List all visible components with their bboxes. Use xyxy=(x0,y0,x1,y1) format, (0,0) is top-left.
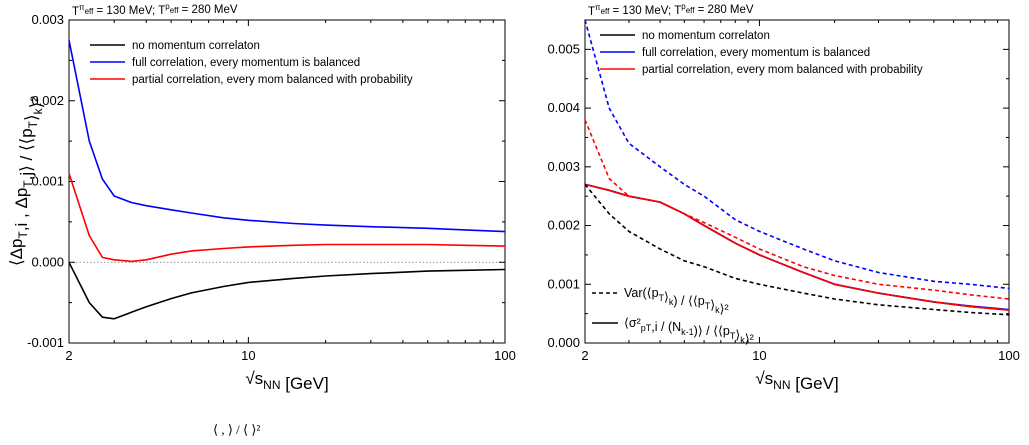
y-tick-label: 0.001 xyxy=(31,174,64,189)
x-tick-label: 2 xyxy=(65,348,72,363)
right-header-text: Tπeff = 130 MeV; Tpeff = 280 MeV xyxy=(588,2,754,18)
series-line-2 xyxy=(68,173,506,263)
series-line-4 xyxy=(584,19,1010,290)
right-axis-ticks: 2 10 100 0.000 0.001 0.002 0.003 0.004 0.005 xyxy=(547,20,1020,363)
legend-label-0: no momentum correlaton xyxy=(132,40,260,52)
y-tick-label: 0.003 xyxy=(31,12,64,27)
right-line-style-legend: Var(⟨pT⟩k) / ⟨⟨pT⟩k⟩²⟨σ²pT,i / (Nk-1)⟩ /… xyxy=(592,286,754,346)
legend-label-1: full correlation, every momentum is bala… xyxy=(132,57,360,69)
right-plot-frame xyxy=(584,19,1010,344)
right-series-lines xyxy=(584,19,1010,316)
style-legend-label-solid: ⟨σ²pT,i / (Nk-1)⟩ / ⟨⟨pT⟩k⟩² xyxy=(624,316,754,346)
series-line-0 xyxy=(68,261,506,320)
y-tick-label: 0.002 xyxy=(547,218,580,233)
left-axis-ticks: 2 10 100 -0.001 0.000 0.001 0.002 0.003 xyxy=(27,12,516,363)
legend-label-2: partial correlation, every mom balanced … xyxy=(642,64,923,76)
series-line-1 xyxy=(68,40,506,233)
legend-label-2: partial correlation, every mom balanced … xyxy=(132,74,413,86)
left-legend: no momentum correlaton full correlation, … xyxy=(90,40,413,86)
left-series-lines xyxy=(68,40,506,320)
legend-label-0: no momentum correlaton xyxy=(642,30,770,42)
caption-fragment: ⟨ , ⟩ / ⟨ ⟩² xyxy=(213,422,260,437)
y-tick-label: 0.000 xyxy=(547,335,580,350)
x-tick-label: 10 xyxy=(752,348,766,363)
left-header-text: Tπeff = 130 MeV; Tpeff = 280 MeV xyxy=(72,2,238,18)
y-tick-label: 0.003 xyxy=(547,159,580,174)
series-line-2 xyxy=(584,183,1010,311)
left-y-axis-label: ⟨ΔpT,i , ΔpT,j⟩ / ⟨⟨pT⟩k⟩² xyxy=(7,96,46,266)
x-tick-label: 100 xyxy=(494,348,516,363)
y-tick-label: 0.005 xyxy=(547,41,580,56)
right-legend: no momentum correlaton full correlation, … xyxy=(600,30,923,76)
style-legend-label-dashed: Var(⟨pT⟩k) / ⟨⟨pT⟩k⟩² xyxy=(624,286,729,316)
y-tick-label: -0.001 xyxy=(27,335,64,350)
x-tick-label: 2 xyxy=(581,348,588,363)
left-x-axis-label: √sNN [GeV] xyxy=(245,369,328,393)
y-tick-label: 0.001 xyxy=(547,276,580,291)
right-chart-panel: 2 10 100 0.000 0.001 0.002 0.003 0.004 0.005 no … xyxy=(547,2,1019,393)
y-tick-label: 0.004 xyxy=(547,100,580,115)
x-tick-label: 10 xyxy=(241,348,255,363)
x-tick-label: 100 xyxy=(998,348,1020,363)
series-line-5 xyxy=(584,119,1010,300)
y-tick-label: 0.002 xyxy=(31,93,64,108)
legend-label-1: full correlation, every momentum is bala… xyxy=(642,47,870,59)
left-chart-panel: 2 10 100 -0.001 0.000 0.001 0.002 0.003 no mome… xyxy=(7,2,516,393)
series-line-3 xyxy=(584,183,1010,316)
right-x-axis-label: √sNN [GeV] xyxy=(755,369,838,393)
y-tick-label: 0.000 xyxy=(31,254,64,269)
